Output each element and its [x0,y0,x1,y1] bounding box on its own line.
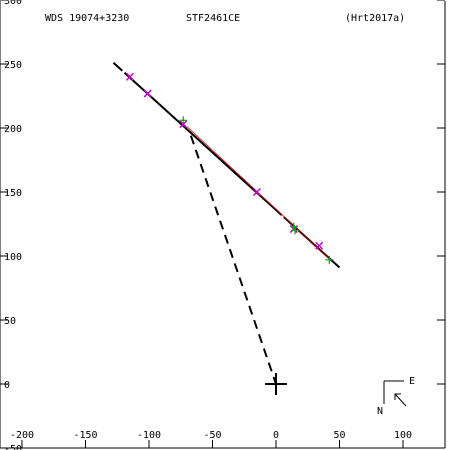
x-tick-label: -50 [203,430,221,441]
y-tick-label: 300 [4,0,22,7]
y-tick-label: 50 [4,316,16,327]
x-tick-label: 50 [333,430,345,441]
compass-east-label: E [409,376,415,387]
x-tick-label: -200 [10,430,34,441]
header-pair-name: STF2461CE [186,13,240,24]
header-wds-id: WDS 19074+3230 [45,13,129,24]
x-tick-label: -100 [137,430,161,441]
compass-arrowhead-icon [394,393,401,400]
observation-point-magenta [125,72,134,81]
y-tick-label: 0 [4,380,10,391]
y-tick-label: 250 [4,60,22,71]
x-tick-label: 100 [394,430,412,441]
compass-north-label: N [377,406,383,417]
compass-arrow-icon [394,393,407,407]
compass-indicator: E N [377,376,415,417]
projection-line [189,135,277,385]
y-tick-label: 200 [4,124,22,135]
y-tick-label: -50 [4,444,22,450]
x-tick-label: -150 [73,430,97,441]
header-reference: (Hrt2017a) [345,13,405,24]
y-tick-label: 100 [4,252,22,263]
x-tick-label: 0 [273,430,279,441]
observation-point-magenta [252,187,261,197]
observation-point-magenta [143,89,152,98]
y-tick-label: 150 [4,188,22,199]
observation-marks [125,72,334,395]
observation-point-magenta [315,241,324,250]
